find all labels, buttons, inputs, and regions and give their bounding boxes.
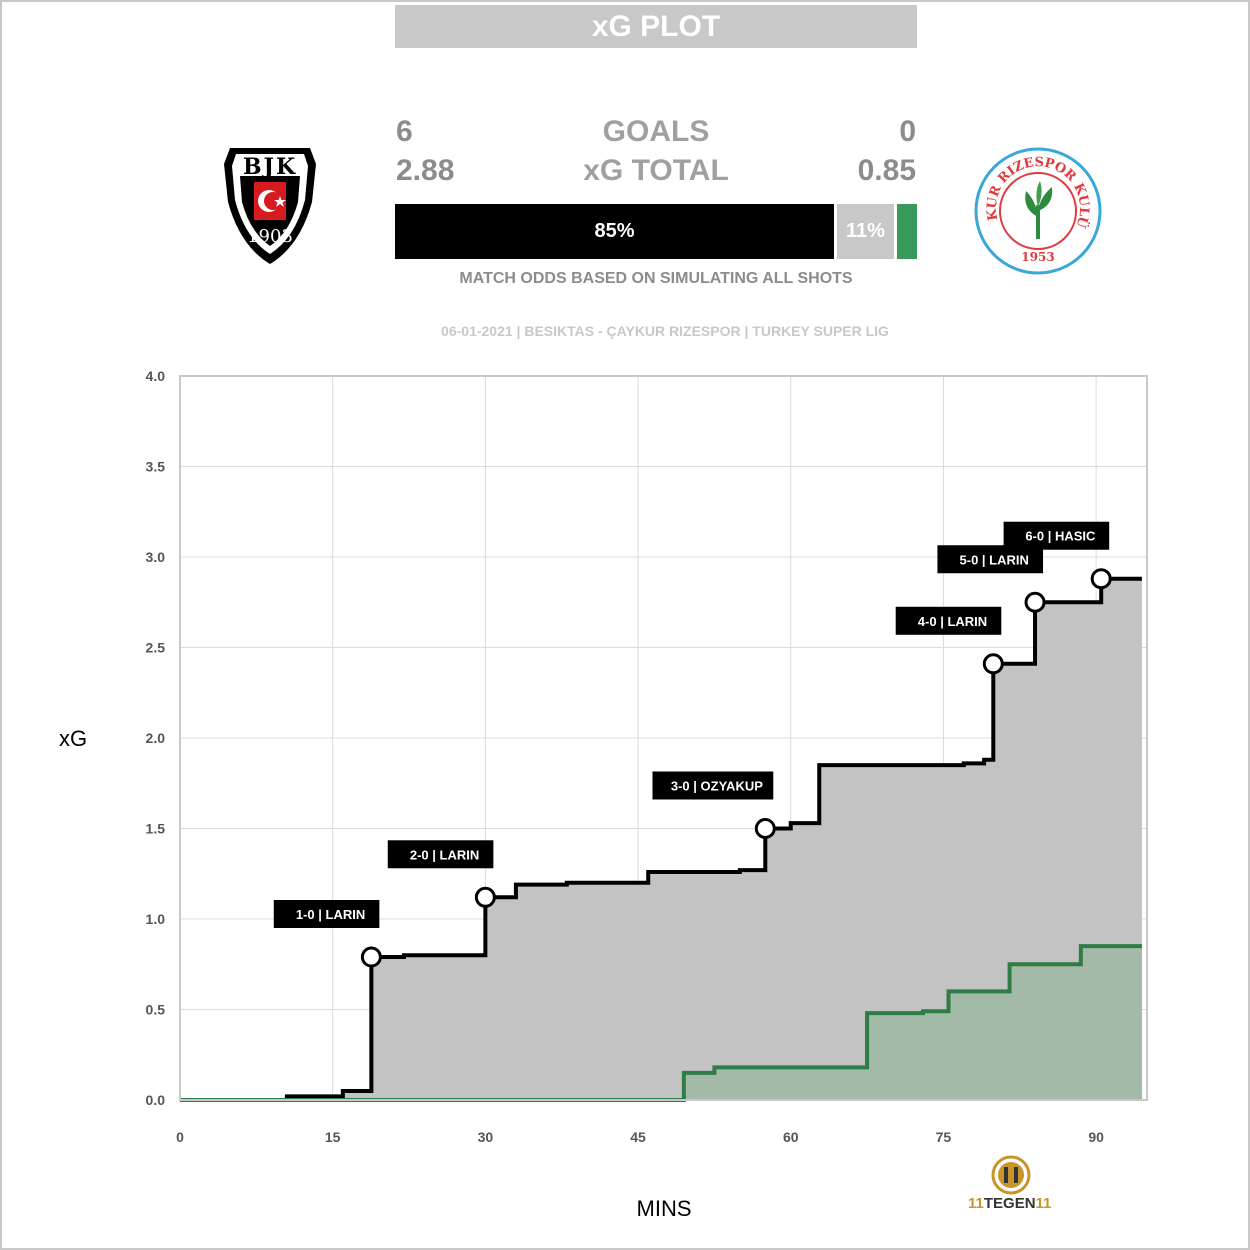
y-tick-label: 0.0 bbox=[146, 1092, 166, 1108]
away-team-crest: ÇAYKUR RIZESPOR KULÜBÜ 1953 bbox=[974, 147, 1102, 275]
y-tick-label: 1.0 bbox=[146, 911, 166, 927]
y-tick-label: 1.5 bbox=[146, 821, 166, 837]
goal-label-box bbox=[387, 840, 494, 869]
goal-marker bbox=[754, 818, 776, 839]
y-tick-label: 0.5 bbox=[146, 1002, 166, 1018]
y-tick-label: 2.0 bbox=[146, 730, 166, 746]
away-xg-total: 0.85 bbox=[857, 154, 916, 187]
away-goals: 0 bbox=[899, 115, 916, 148]
brand-suffix: 11 bbox=[1035, 1195, 1052, 1212]
goal-label-box bbox=[652, 771, 774, 800]
home-team-crest: BJK 1903 bbox=[224, 148, 316, 264]
match-info: 06-01-2021 | BESIKTAS - ÇAYKUR RIZESPOR … bbox=[441, 323, 889, 339]
x-axis-label: MINS bbox=[637, 1196, 692, 1221]
goal-markers bbox=[360, 568, 1112, 968]
goal-label: 6-0 | HASIC bbox=[1025, 529, 1096, 544]
draw-odds-bar: 11% bbox=[837, 204, 894, 259]
away-crest-year: 1953 bbox=[1021, 250, 1054, 264]
y-tick-label: 4.0 bbox=[146, 368, 166, 384]
x-tick-label: 60 bbox=[783, 1129, 799, 1145]
y-tick-label: 2.5 bbox=[146, 640, 166, 656]
home-crest-letters: BJK bbox=[243, 154, 297, 180]
goal-label: 2-0 | LARIN bbox=[410, 847, 479, 862]
plot-border bbox=[179, 375, 1148, 1101]
page-title: xG PLOT bbox=[395, 5, 917, 48]
brand-logo-icon bbox=[991, 1155, 1031, 1195]
goal-label-box bbox=[1003, 521, 1110, 550]
home-xg-area bbox=[180, 578, 1142, 1100]
x-tick-label: 15 bbox=[325, 1129, 341, 1145]
brand-prefix: 11 bbox=[968, 1195, 984, 1212]
goal-marker bbox=[982, 653, 1004, 675]
goal-marker bbox=[1024, 591, 1046, 613]
away-win-odds-bar bbox=[897, 204, 917, 259]
goal-labels: 1-0 | LARIN 2-0 | LARIN 3-0 | OZYAKUP 4-0 |… bbox=[273, 521, 1110, 929]
chart-areas bbox=[180, 578, 1142, 1100]
x-tick-label: 75 bbox=[936, 1129, 952, 1145]
goal-label: 4-0 | LARIN bbox=[918, 614, 987, 629]
home-xg-line bbox=[180, 576, 1142, 1102]
goal-label: 3-0 | OZYAKUP bbox=[671, 779, 763, 794]
chart-axes: 0.0 0.5 1.0 1.5 2.0 2.5 3.0 3.5 4.0 0 15 30 45 60 75 90 bbox=[146, 368, 1148, 1145]
y-axis-label: xG bbox=[59, 726, 87, 751]
away-xg-area bbox=[180, 946, 1142, 1100]
goals-label: GOALS bbox=[602, 115, 710, 148]
home-goals: 6 bbox=[396, 115, 413, 148]
goal-marker bbox=[474, 886, 496, 908]
draw-odds-label: 11% bbox=[846, 220, 885, 242]
chart-lines bbox=[180, 576, 1142, 1102]
xg-total-label: xG TOTAL bbox=[583, 154, 729, 187]
home-crest-year: 1903 bbox=[247, 226, 293, 247]
y-tick-label: 3.0 bbox=[146, 549, 166, 565]
x-tick-label: 30 bbox=[478, 1129, 494, 1145]
goal-marker bbox=[360, 946, 382, 968]
x-tick-label: 45 bbox=[630, 1129, 646, 1145]
y-tick-label: 3.5 bbox=[146, 459, 166, 475]
away-xg-line bbox=[180, 944, 1142, 1102]
goal-label-box bbox=[273, 900, 380, 929]
brand-logo-text: 11TEGEN11 bbox=[968, 1195, 1051, 1212]
home-win-odds-label: 85% bbox=[594, 220, 635, 242]
goal-marker bbox=[1090, 568, 1112, 590]
goal-label: 5-0 | LARIN bbox=[960, 552, 1029, 567]
goal-label-box bbox=[895, 606, 1002, 635]
odds-note: MATCH ODDS BASED ON SIMULATING ALL SHOTS bbox=[459, 270, 853, 287]
x-tick-label: 90 bbox=[1088, 1129, 1104, 1145]
home-win-odds-bar: 85% bbox=[395, 204, 834, 259]
home-xg-total: 2.88 bbox=[396, 154, 455, 187]
x-tick-label: 0 bbox=[176, 1129, 184, 1145]
goal-label: 1-0 | LARIN bbox=[296, 907, 365, 922]
goal-label-box bbox=[937, 545, 1044, 574]
brand-name: TEGEN bbox=[983, 1195, 1036, 1212]
